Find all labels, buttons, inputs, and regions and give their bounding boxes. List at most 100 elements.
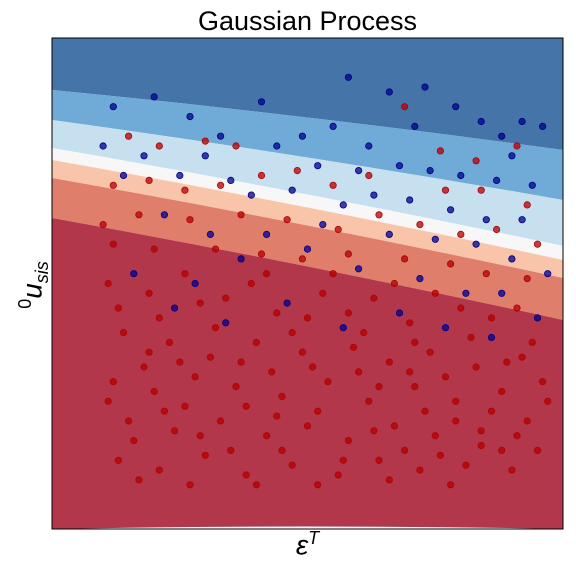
scatter-point-blue — [206, 230, 214, 238]
scatter-point-red — [375, 211, 383, 219]
scatter-point-red — [477, 186, 485, 194]
scatter-point-red — [252, 338, 260, 346]
scatter-point-red — [334, 225, 342, 234]
scatter-point-red — [533, 446, 542, 454]
scatter-point-blue — [406, 196, 414, 204]
scatter-point-red — [201, 451, 209, 459]
scatter-point-red — [176, 358, 184, 366]
scatter-point-red — [232, 142, 240, 150]
scatter-point-blue — [544, 270, 552, 278]
scatter-point-blue — [176, 171, 184, 180]
scatter-point-red — [421, 407, 429, 415]
scatter-point-blue — [538, 122, 547, 131]
scatter-point-red — [262, 270, 271, 278]
scatter-point-red — [426, 348, 434, 356]
contour-band-top — [92, 38, 563, 110]
scatter-point-red — [319, 289, 327, 297]
scatter-point-blue — [140, 152, 148, 160]
scatter-point-red — [349, 343, 358, 351]
scatter-point-red — [160, 407, 168, 415]
scatter-point-red — [518, 353, 526, 361]
scatter-point-blue — [354, 167, 363, 175]
scatter-point-blue — [298, 132, 306, 140]
scatter-point-red — [145, 348, 153, 356]
scatter-point-red — [303, 422, 312, 430]
scatter-point-blue — [498, 289, 506, 297]
scatter-point-red — [104, 397, 112, 405]
scatter-point-red — [411, 382, 419, 391]
scatter-point-blue — [487, 333, 496, 342]
scatter-point-red — [130, 436, 138, 445]
scatter-point-red — [329, 181, 337, 189]
scatter-point-red — [211, 245, 220, 253]
scatter-point-red — [222, 294, 230, 302]
scatter-point-blue — [533, 314, 542, 322]
scatter-point-red — [406, 319, 414, 327]
scatter-point-red — [365, 171, 373, 180]
scatter-point-blue — [395, 309, 404, 317]
scatter-point-red — [344, 250, 352, 258]
scatter-point-blue — [508, 152, 516, 160]
scatter-point-blue — [370, 191, 378, 199]
scatter-point-red — [155, 466, 163, 474]
scatter-point-blue — [518, 117, 526, 126]
scatter-point-red — [268, 368, 276, 376]
scatter-point-red — [135, 476, 143, 484]
scatter-point-blue — [150, 93, 158, 101]
scatter-point-red — [109, 181, 117, 189]
scatter-point-blue — [339, 201, 347, 209]
chart-title: Gaussian Process — [197, 6, 418, 36]
scatter-point-red — [441, 373, 450, 381]
scatter-point-red — [145, 289, 153, 297]
scatter-point-blue — [441, 324, 450, 332]
scatter-point-red — [257, 250, 266, 258]
scatter-point-blue — [273, 142, 281, 150]
scatter-point-red — [370, 294, 378, 302]
scatter-point-red — [457, 230, 465, 238]
scatter-point-blue — [426, 167, 434, 175]
scatter-point-red — [155, 314, 163, 322]
scatter-point-red — [477, 441, 485, 450]
scatter-point-blue — [186, 113, 194, 121]
scatter-point-red — [375, 456, 383, 464]
scatter-point-red — [314, 481, 322, 489]
scatter-point-blue — [411, 122, 419, 131]
scatter-point-red — [544, 397, 552, 405]
scatter-point-red — [217, 417, 225, 425]
scatter-point-red — [288, 328, 296, 337]
scatter-point-red — [523, 417, 531, 425]
scatter-point-blue — [237, 255, 245, 263]
scatter-point-red — [508, 466, 516, 474]
scatter-point-red — [206, 353, 214, 361]
scatter-point-red — [278, 446, 286, 454]
scatter-point-blue — [329, 122, 337, 131]
scatter-point-red — [400, 446, 409, 454]
scatter-point-red — [165, 338, 174, 346]
scatter-point-red — [390, 279, 398, 288]
scatter-point-red — [523, 201, 531, 209]
scatter-point-red — [416, 221, 424, 229]
scatter-point-red — [186, 481, 194, 489]
scatter-point-blue — [477, 117, 485, 126]
scatter-point-red — [145, 176, 153, 184]
scatter-point-red — [385, 358, 393, 366]
scatter-point-blue — [354, 265, 363, 273]
scatter-point-red — [487, 407, 496, 415]
scatter-point-red — [334, 471, 342, 479]
scatter-point-red — [457, 304, 465, 312]
scatter-point-red — [452, 417, 460, 425]
scatter-point-blue — [288, 186, 296, 194]
scatter-points — [99, 73, 552, 489]
scatter-point-red — [181, 402, 189, 410]
scatter-point-red — [150, 387, 158, 396]
scatter-point-blue — [227, 176, 235, 184]
scatter-point-blue — [303, 245, 312, 253]
scatter-point-red — [436, 451, 444, 459]
scatter-point-blue — [109, 103, 117, 111]
scatter-point-red — [252, 481, 260, 489]
scatter-point-red — [303, 314, 312, 322]
scatter-point-red — [431, 432, 439, 440]
scatter-point-red — [196, 299, 204, 307]
scatter-point-red — [227, 446, 235, 454]
plot-frame — [51, 37, 564, 530]
